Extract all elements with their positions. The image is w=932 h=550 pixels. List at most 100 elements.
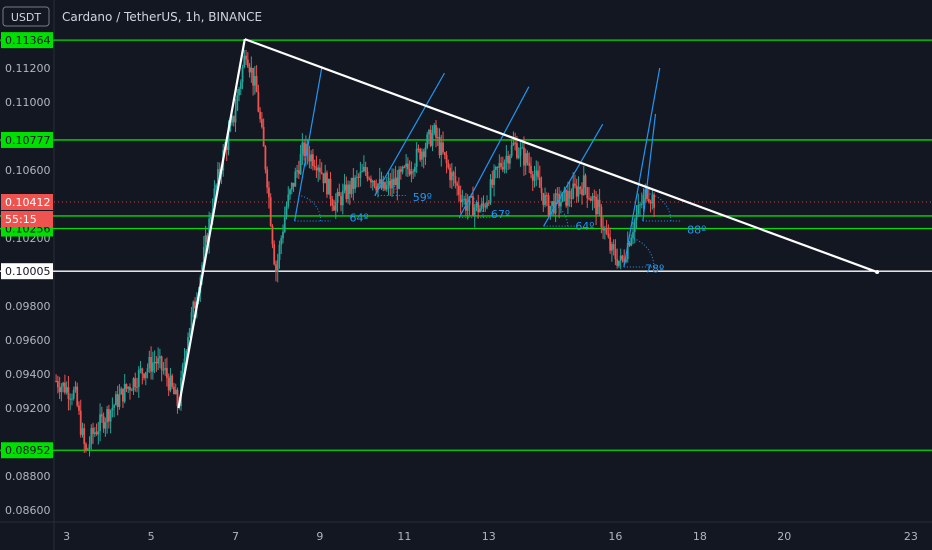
candle-body: [188, 328, 191, 338]
candle-body: [438, 137, 441, 156]
candle-body: [414, 166, 416, 172]
candle-body: [457, 185, 460, 195]
candle-body: [618, 260, 620, 266]
candle-body: [625, 259, 627, 262]
time-axis[interactable]: 3 5 7 9 11 13 16 18 20 23: [63, 530, 918, 543]
candle-body: [99, 414, 101, 432]
candle-body: [130, 390, 133, 392]
candle-body: [405, 163, 408, 167]
candle-body: [387, 180, 390, 186]
candle-body: [603, 228, 606, 231]
candle-body: [311, 154, 314, 166]
angle-label: 67º: [491, 208, 510, 221]
candle-body: [250, 67, 253, 73]
candle-body: [253, 76, 256, 86]
candle-body: [375, 186, 378, 191]
candle-body: [559, 201, 562, 207]
angle-line[interactable]: [543, 123, 604, 227]
candle-body: [167, 377, 170, 391]
candle-body: [449, 167, 451, 181]
candle-body: [633, 219, 636, 233]
candle-body: [334, 201, 337, 211]
trend-line[interactable]: [177, 38, 246, 409]
horizontal-levels[interactable]: [0, 39, 932, 451]
candle-body: [202, 247, 205, 265]
candle-body: [71, 398, 73, 400]
candle-body: [482, 203, 485, 206]
candle-body: [69, 398, 72, 400]
candle-body: [406, 163, 409, 169]
candle-body: [102, 416, 105, 429]
candle-body: [637, 204, 640, 215]
candle-body: [303, 142, 306, 157]
candle-body: [137, 370, 140, 387]
angle-line[interactable]: [458, 86, 530, 218]
candle-body: [315, 167, 318, 171]
candle-body: [213, 188, 216, 210]
candle-body: [422, 151, 425, 158]
candle-body: [269, 197, 272, 226]
candle-body: [554, 193, 557, 214]
candle-body: [475, 202, 478, 208]
candle-body: [598, 199, 601, 207]
candle-body: [104, 422, 107, 429]
candle-body: [273, 244, 276, 265]
angle-line[interactable]: [294, 66, 323, 222]
angle-line[interactable]: [374, 72, 445, 196]
candle-body: [535, 170, 538, 176]
candle-body: [88, 444, 91, 449]
price-axis[interactable]: 0.112000.110000.106000.102000.098000.096…: [5, 62, 51, 517]
price-tick-label: 0.09400: [5, 368, 51, 381]
currency-badge[interactable]: USDT: [2, 6, 50, 27]
candle-body: [153, 361, 156, 363]
candle-body: [491, 179, 494, 185]
candle-body: [56, 381, 59, 388]
candle-body: [329, 178, 332, 199]
candle-body: [366, 171, 369, 179]
candle-body: [139, 368, 142, 371]
candle-body: [440, 142, 443, 156]
candle-body: [512, 142, 515, 146]
candle-body: [516, 143, 518, 158]
price-tick-label: 0.08600: [5, 504, 51, 517]
candle-body: [470, 196, 473, 198]
candle-body: [466, 205, 469, 211]
candle-body: [338, 192, 341, 197]
candle-body: [283, 216, 286, 232]
candle-body: [132, 378, 135, 391]
candle-body: [123, 384, 126, 402]
trend-line-handle[interactable]: [875, 270, 880, 275]
candle-body: [97, 431, 100, 435]
candle-body: [67, 387, 70, 399]
candle-body: [187, 337, 189, 351]
candle-body: [567, 190, 569, 206]
candle-body: [125, 384, 128, 389]
candle-body: [540, 187, 543, 193]
candle-body: [596, 199, 599, 215]
angle-line[interactable]: [642, 113, 657, 222]
candle-body: [428, 129, 430, 135]
candle-body: [582, 175, 585, 196]
candle-body: [155, 361, 158, 364]
candle-body: [468, 196, 471, 206]
trend-line[interactable]: [244, 38, 878, 274]
candle-body: [394, 177, 397, 186]
price-tick-label: 0.10600: [5, 164, 51, 177]
angle-line[interactable]: [623, 67, 661, 268]
candle-body: [424, 147, 427, 158]
angle-label: 88º: [687, 224, 706, 237]
candle-body: [517, 155, 520, 158]
candle-body: [619, 255, 622, 261]
angle-fan-lines[interactable]: 64º 59º 67º 64º 78º 88º: [294, 66, 707, 276]
trend-lines[interactable]: [177, 38, 880, 409]
angle-arc: [470, 196, 484, 218]
candle-body: [241, 67, 244, 83]
candle-body: [206, 235, 209, 243]
candle-body: [355, 176, 358, 178]
candle-body: [118, 394, 121, 408]
candle-body: [377, 183, 379, 191]
candle-body: [157, 358, 160, 364]
candle-body: [639, 204, 641, 206]
